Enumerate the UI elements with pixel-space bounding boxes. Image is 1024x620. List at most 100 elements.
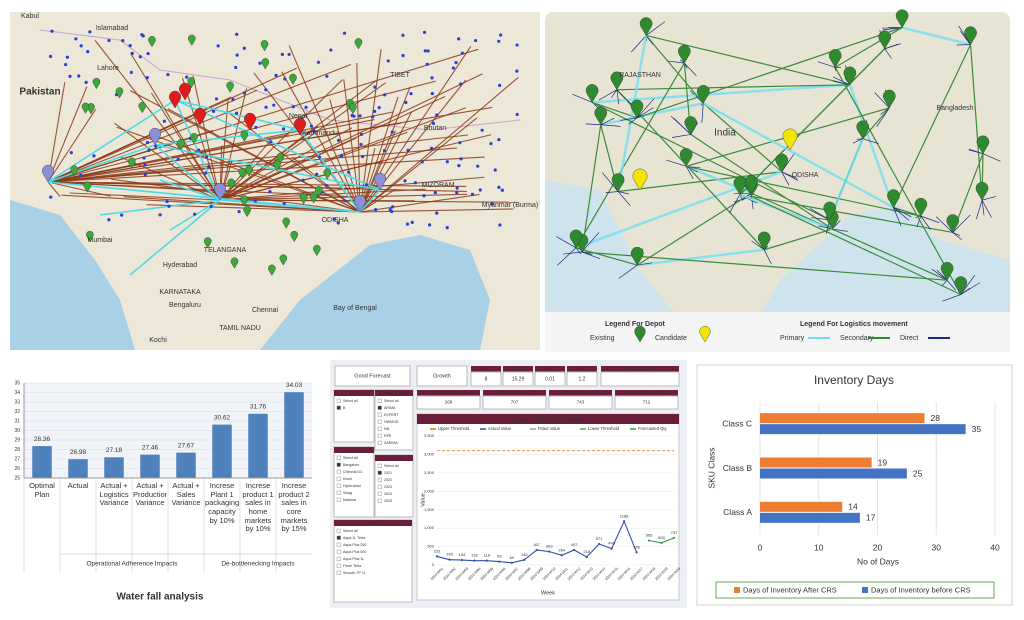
route-primary	[637, 248, 765, 267]
customer-dot	[497, 39, 501, 43]
y-tick-label: 2,500	[424, 470, 435, 475]
pin	[733, 176, 747, 196]
checkbox[interactable]	[377, 398, 382, 403]
checkbox[interactable]	[336, 528, 341, 533]
route-direct	[818, 225, 833, 230]
checkbox[interactable]	[377, 491, 382, 496]
route-direct	[618, 191, 629, 195]
customer-dot	[457, 164, 461, 168]
pin	[194, 107, 206, 126]
checkbox[interactable]	[377, 484, 382, 489]
pin	[856, 120, 870, 140]
route-direct	[685, 166, 694, 180]
checkbox[interactable]	[377, 498, 382, 503]
route-secondary	[751, 195, 953, 234]
legend-item: Fitted Value	[538, 426, 561, 431]
data-label: 407	[571, 542, 578, 547]
checkbox[interactable]	[377, 412, 382, 417]
select-box[interactable]	[600, 371, 680, 387]
route-direct	[671, 134, 691, 138]
route-direct	[556, 236, 577, 249]
customer-dot	[65, 55, 69, 59]
checkbox[interactable]	[336, 469, 341, 474]
checkbox[interactable]	[336, 542, 341, 547]
customer-dot	[107, 218, 111, 222]
checkbox[interactable]	[336, 462, 341, 467]
y-tick-label: 1,500	[424, 507, 435, 512]
x-tick-label-box: Actual + Sales Variance	[171, 482, 200, 507]
route-direct	[763, 249, 772, 265]
customer-dot	[497, 83, 502, 88]
customer-dot	[205, 155, 209, 159]
checkbox[interactable]	[336, 476, 341, 481]
kpi-value: 8	[485, 376, 488, 382]
route-primary	[219, 73, 483, 201]
route-secondary	[174, 99, 301, 131]
bar	[760, 424, 966, 435]
data-label: 134	[459, 552, 466, 557]
customer-dot	[324, 183, 329, 188]
pin	[684, 116, 698, 135]
filter-item: NN	[384, 427, 390, 431]
checkbox[interactable]	[377, 463, 382, 468]
checkbox[interactable]	[336, 556, 341, 561]
customer-dot	[445, 160, 449, 164]
checkbox[interactable]	[336, 455, 341, 460]
checkbox[interactable]	[336, 490, 341, 495]
checkbox[interactable]	[377, 426, 382, 431]
route-secondary	[751, 195, 962, 296]
x-tick-label: Actual + Production Variance	[133, 482, 167, 508]
checkbox[interactable]	[377, 419, 382, 424]
stat-label: Average Forecasted Qty	[627, 391, 666, 395]
customer-dot	[209, 204, 213, 209]
route-direct	[729, 194, 741, 214]
checkbox[interactable]	[377, 470, 382, 475]
map-label: Hyderabad	[163, 262, 197, 269]
checkbox[interactable]	[336, 535, 341, 540]
checkbox[interactable]	[377, 405, 382, 410]
checkbox[interactable]	[377, 477, 382, 482]
checkbox[interactable]	[336, 398, 341, 403]
button[interactable]	[334, 365, 411, 387]
route-primary	[219, 193, 468, 201]
route-primary	[167, 108, 361, 213]
route-secondary	[359, 189, 381, 213]
map-label: Myanmar (Burma)	[482, 202, 538, 209]
button[interactable]	[416, 365, 468, 387]
data-label: 26.98	[70, 449, 87, 456]
button-label: Good Forecast	[354, 373, 391, 379]
customer-dot	[77, 74, 81, 78]
route-secondary	[764, 228, 833, 251]
route-primary	[146, 204, 361, 213]
stat-label: Last 3 Week Sales Average	[426, 391, 470, 395]
pin	[699, 325, 711, 343]
chart-card	[416, 413, 680, 601]
checkbox[interactable]	[336, 405, 341, 410]
inventory-panel	[696, 364, 1013, 606]
customer-dot	[413, 181, 418, 185]
customer-dot	[193, 212, 197, 216]
customer-dot	[430, 91, 434, 96]
stat-value: 268	[445, 400, 453, 405]
pin	[169, 90, 181, 109]
checkbox[interactable]	[336, 570, 341, 575]
stat-head	[417, 390, 480, 396]
data-label: 665	[646, 533, 653, 538]
checkbox[interactable]	[377, 440, 382, 445]
route-secondary	[686, 165, 921, 217]
checkbox[interactable]	[336, 563, 341, 568]
point	[560, 554, 563, 557]
route-direct	[636, 98, 655, 119]
checkbox[interactable]	[336, 483, 341, 488]
route-direct	[880, 107, 890, 115]
checkbox[interactable]	[336, 549, 341, 554]
customer-dot	[287, 52, 291, 57]
customer-dot	[216, 44, 220, 48]
bar	[760, 457, 872, 468]
checkbox[interactable]	[377, 433, 382, 438]
customer-dot	[339, 154, 344, 158]
pin	[323, 168, 332, 180]
y-tick-label: 500	[427, 544, 434, 549]
pin	[70, 165, 78, 177]
checkbox[interactable]	[336, 497, 341, 502]
